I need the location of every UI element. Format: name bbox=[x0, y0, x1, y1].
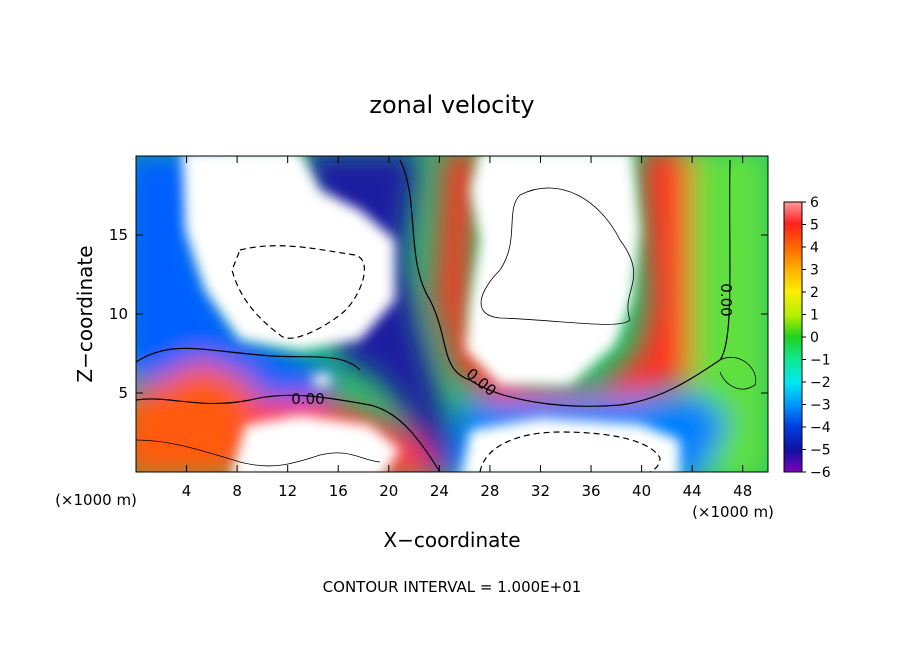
saturated-regions bbox=[182, 156, 680, 472]
contour-zero-left bbox=[136, 394, 441, 472]
y-tick-label: 5 bbox=[118, 384, 128, 402]
field-red-center bbox=[435, 156, 690, 405]
contour-zero-center bbox=[399, 159, 731, 407]
colorbar-label: −5 bbox=[810, 443, 831, 459]
colorbar-labels: 6 5 4 3 2 1 0 −1 −2 −3 −4 −5 −6 bbox=[802, 195, 831, 481]
colorbar-label: −6 bbox=[810, 465, 831, 481]
colorbar-label: 3 bbox=[810, 263, 819, 279]
x-tick-label: 20 bbox=[379, 482, 398, 500]
x-tick-label: 24 bbox=[430, 482, 449, 500]
white-upper-right bbox=[465, 156, 640, 385]
contour-positive-upperright bbox=[480, 187, 635, 325]
x-unit-right: (×1000 m) bbox=[692, 503, 774, 521]
y-axis: 5 10 15 bbox=[109, 226, 768, 402]
x-tick-label: 28 bbox=[480, 482, 499, 500]
y-axis-label: Z−coordinate bbox=[73, 245, 97, 382]
x-axis: 4 8 12 16 20 24 28 32 36 40 44 48 bbox=[182, 156, 752, 500]
plot-area: 0.00 0.00 0.00 bbox=[136, 156, 768, 472]
x-axis-label: X−coordinate bbox=[383, 528, 520, 552]
chart-title: zonal velocity bbox=[369, 91, 534, 119]
contour-lines bbox=[136, 159, 757, 472]
contour-right-lobe bbox=[719, 356, 757, 390]
contour-zero-topleft bbox=[136, 347, 361, 371]
white-upper-left bbox=[182, 156, 395, 350]
white-bottom-center bbox=[461, 418, 680, 472]
white-bottom-left bbox=[232, 415, 400, 472]
white-small-blob bbox=[312, 374, 332, 386]
colorbar-label: −2 bbox=[810, 375, 831, 391]
contour-negative-upperleft bbox=[231, 245, 365, 339]
x-tick-label: 12 bbox=[278, 482, 297, 500]
field-blue-left bbox=[136, 156, 330, 420]
colorbar-label: −4 bbox=[810, 420, 831, 436]
x-tick-label: 36 bbox=[581, 482, 600, 500]
y-tick-label: 15 bbox=[109, 226, 128, 244]
colorbar-label: 6 bbox=[810, 195, 819, 211]
colorbar-label: 2 bbox=[810, 285, 819, 301]
contour-label-1: 0.00 bbox=[291, 390, 324, 408]
colorbar-label: −3 bbox=[810, 398, 831, 414]
x-tick-label: 48 bbox=[733, 482, 752, 500]
field-red-bottomleft bbox=[136, 360, 260, 472]
x-unit-left: (×1000 m) bbox=[55, 491, 137, 509]
contour-negative-bottom bbox=[479, 431, 661, 472]
colorbar bbox=[783, 201, 803, 473]
x-tick-label: 16 bbox=[329, 482, 348, 500]
colorbar-label: 4 bbox=[810, 240, 819, 256]
footer-contour-interval: CONTOUR INTERVAL = 1.000E+01 bbox=[323, 578, 582, 596]
colorbar-label: 1 bbox=[810, 308, 819, 324]
colorbar-label: 0 bbox=[810, 330, 819, 346]
colorbar-label: −1 bbox=[810, 353, 831, 369]
x-tick-label: 40 bbox=[632, 482, 651, 500]
colorbar-label: 5 bbox=[810, 218, 819, 234]
x-tick-label: 8 bbox=[232, 482, 242, 500]
contour-label-3: 0.00 bbox=[717, 283, 735, 316]
x-tick-label: 4 bbox=[182, 482, 192, 500]
contour-labels: 0.00 0.00 0.00 bbox=[291, 283, 735, 408]
x-tick-label: 44 bbox=[683, 482, 702, 500]
contour-bottomleft bbox=[136, 439, 381, 467]
x-tick-label: 32 bbox=[531, 482, 550, 500]
y-tick-label: 10 bbox=[109, 305, 128, 323]
